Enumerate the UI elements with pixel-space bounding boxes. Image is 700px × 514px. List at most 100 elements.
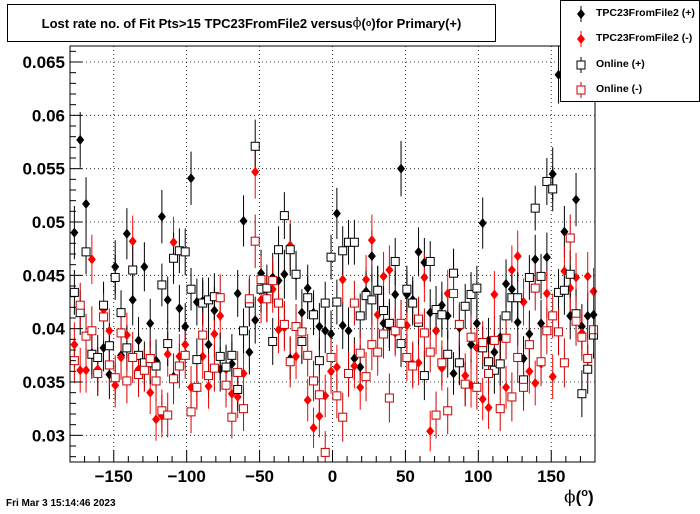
point-diamond [362,274,371,285]
point-diamond [210,329,219,339]
point-diamond [146,387,155,398]
legend-entry: Online (+) [561,55,699,75]
point-diamond [309,422,318,433]
point-square [332,391,342,401]
point-square [204,371,214,381]
point-diamond [146,318,155,329]
point-square [110,272,120,282]
point-diamond [327,366,336,377]
x-tick-label: −50 [245,467,274,486]
point-diamond [315,321,324,332]
point-diamond [490,289,499,300]
point-square [338,246,348,256]
point-diamond [542,288,551,299]
point-diamond [251,315,260,326]
point-square [431,410,441,420]
point-square [139,365,149,375]
point-diamond [134,335,143,346]
y-tick-label: 0.045 [22,266,65,285]
point-square [536,357,546,367]
point-square [297,327,307,337]
point-square [507,392,517,402]
legend-label: Online (-) [596,83,643,95]
point-square [571,316,581,326]
point-square [233,367,243,377]
point-square [250,141,260,151]
y-tick-label: 0.065 [22,53,65,72]
point-square [495,404,505,414]
point-square [256,275,266,285]
point-square [128,265,138,275]
legend-entry: TPC23FromFile2 (+) [561,4,699,24]
point-square [215,351,225,361]
point-diamond [82,365,91,376]
point-square [443,406,453,416]
legend-label: TPC23FromFile2 (+) [596,7,695,19]
point-diamond [327,329,336,339]
point-square [548,311,558,321]
point-diamond [163,294,172,305]
point-diamond [478,394,487,405]
point-square [163,410,173,420]
x-tick-label: −150 [95,467,133,486]
point-square [559,358,569,368]
point-square [233,384,243,394]
point-diamond [181,321,190,332]
point-square [454,358,464,368]
point-square [320,447,330,457]
point-square [250,236,260,246]
y-tick-label: 0.06 [32,106,65,125]
point-square [542,176,552,186]
point-square [81,247,91,257]
point-diamond [204,339,213,350]
point-diamond [589,309,598,320]
point-diamond [525,329,534,339]
point-square [93,352,103,362]
point-square [530,283,540,293]
point-diamond [280,269,289,280]
point-diamond [589,286,598,297]
point-diamond [210,305,219,316]
point-diamond [76,365,85,376]
point-square [104,341,114,351]
point-diamond [507,265,516,275]
point-diamond [187,173,196,184]
point-square [554,327,564,337]
y-tick-label: 0.035 [22,373,65,392]
point-square [484,357,494,367]
point-square [110,373,120,383]
point-diamond [356,382,365,393]
point-diamond [233,288,242,299]
point-square [186,407,196,417]
point-diamond [297,307,306,318]
point-diamond [385,265,394,275]
point-square [419,328,429,338]
point-square [198,330,208,340]
point-square [151,376,161,386]
point-square [495,359,505,369]
point-square [419,371,429,381]
point-diamond [467,339,476,350]
point-square [81,331,91,341]
point-square [466,290,476,300]
point-square [384,318,394,328]
point-square [332,297,342,307]
point-diamond [111,380,120,391]
point-square [69,287,79,297]
point-diamond [70,339,79,350]
point-square [314,390,324,400]
point-square [145,354,155,364]
point-square [489,335,499,345]
point-diamond [321,325,330,336]
x-axis-label: ϕ(o) [564,487,594,508]
point-square [209,363,219,373]
point-square [75,308,85,318]
point-square [75,300,85,310]
point-square [571,309,581,319]
point-square [221,362,231,372]
point-diamond [397,163,406,174]
point-diamond [548,169,557,179]
point-square [425,256,435,266]
point-square [349,298,359,308]
